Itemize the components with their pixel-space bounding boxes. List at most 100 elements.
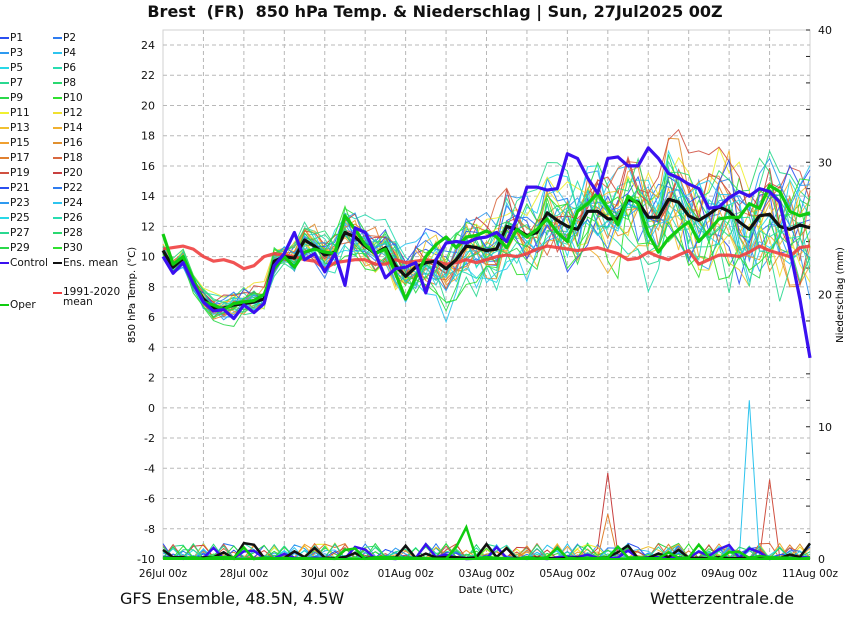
legend-swatch — [0, 202, 9, 204]
y-tick-label: 16 — [141, 160, 155, 173]
legend-label: P6 — [63, 62, 77, 74]
legend-swatch — [53, 157, 62, 159]
footer-site: Wetterzentrale.de — [650, 589, 795, 608]
legend-label: P15 — [10, 137, 30, 149]
legend-item: P24 — [53, 197, 83, 209]
legend-item: P23 — [0, 197, 30, 209]
legend-swatch — [0, 172, 9, 174]
legend-swatch — [0, 37, 9, 39]
legend-swatch — [53, 247, 62, 249]
precipitation-series — [162, 400, 812, 561]
legend-swatch — [0, 187, 9, 189]
legend-item: P27 — [0, 227, 30, 239]
legend-swatch — [53, 142, 62, 144]
legend-item: Ens. mean — [53, 257, 118, 269]
legend-item: P7 — [0, 77, 23, 89]
legend-swatch — [53, 37, 62, 39]
legend-label: P29 — [10, 242, 30, 254]
legend-swatch — [0, 112, 9, 114]
x-tick-label: 03Aug 00z — [458, 568, 515, 580]
legend-label: P30 — [63, 242, 83, 254]
y-tick-label: 24 — [141, 39, 155, 52]
legend-swatch — [53, 232, 62, 234]
legend-label: P21 — [10, 182, 30, 194]
legend-item: P14 — [53, 122, 83, 134]
legend-label: P17 — [10, 152, 30, 164]
legend-item: P28 — [53, 227, 83, 239]
series-line-1991-2020-mean — [162, 244, 811, 271]
legend-swatch — [53, 52, 62, 54]
legend-swatch — [53, 217, 62, 219]
legend-swatch — [0, 127, 9, 129]
legend-item: P6 — [53, 62, 76, 74]
legend-item: P13 — [0, 122, 30, 134]
y-tick-label: -6 — [144, 493, 155, 506]
y-tick-label: 4 — [148, 341, 155, 354]
y-right-tick-label: 0 — [818, 553, 825, 566]
chart-title: Brest (FR) 850 hPa Temp. & Niederschlag … — [147, 2, 723, 21]
y-tick-label: 20 — [141, 99, 155, 112]
legend-label: P19 — [10, 167, 30, 179]
legend-label: P1 — [10, 32, 24, 44]
x-tick-label: 28Jul 00z — [220, 568, 269, 580]
legend-swatch — [0, 247, 9, 249]
y-right-tick-label: 10 — [818, 421, 832, 434]
x-tick-label: 05Aug 00z — [539, 568, 596, 580]
legend-item: P12 — [53, 107, 83, 119]
legend-swatch — [53, 172, 62, 174]
legend-swatch — [53, 292, 62, 294]
legend-label: P27 — [10, 227, 30, 239]
y-tick-label: 10 — [141, 251, 155, 264]
legend-label: P4 — [63, 47, 77, 59]
legend-label: P23 — [10, 197, 30, 209]
legend-item: P21 — [0, 182, 30, 194]
legend-item-climatology: 1991-2020 mean — [53, 287, 120, 307]
legend-label: P20 — [63, 167, 83, 179]
y-axis-label: 850 hPa Temp. (°C) — [127, 247, 138, 343]
legend-swatch — [0, 67, 9, 69]
legend-label: P3 — [10, 47, 24, 59]
legend-label: P9 — [10, 92, 24, 104]
legend-swatch — [0, 304, 9, 306]
legend-item: P10 — [53, 92, 83, 104]
x-axis-label: Date (UTC) — [459, 585, 514, 596]
legend-swatch — [53, 202, 62, 204]
legend-item-oper: Oper — [0, 299, 36, 311]
legend-swatch — [53, 127, 62, 129]
legend-item: P22 — [53, 182, 83, 194]
legend-label: P13 — [10, 122, 30, 134]
y-tick-label: 8 — [148, 281, 155, 294]
y-tick-label: -8 — [144, 523, 155, 536]
x-tick-label: 01Aug 00z — [378, 568, 435, 580]
legend-label: P12 — [63, 107, 83, 119]
legend-label: P28 — [63, 227, 83, 239]
legend-label: P14 — [63, 122, 83, 134]
legend-item: P26 — [53, 212, 83, 224]
legend-label: P11 — [10, 107, 30, 119]
ensemble-line-p30 — [162, 178, 811, 319]
legend-swatch — [53, 262, 62, 264]
legend-label: P7 — [10, 77, 24, 89]
legend-label: P16 — [63, 137, 83, 149]
legend-label: P18 — [63, 152, 83, 164]
legend-item: P2 — [53, 32, 76, 44]
legend-label: 1991-2020 mean — [63, 286, 121, 308]
legend-item: P17 — [0, 152, 30, 164]
ensemble-line-p12 — [162, 171, 811, 310]
legend-label: P10 — [63, 92, 83, 104]
legend-label: P22 — [63, 182, 83, 194]
y-axis-right-label: Niederschlag (mm) — [835, 247, 846, 343]
x-tick-label: 09Aug 00z — [701, 568, 758, 580]
legend-label: P2 — [63, 32, 77, 44]
y-right-tick-label: 30 — [818, 156, 832, 169]
legend-item: P19 — [0, 167, 30, 179]
y-tick-label: 22 — [141, 69, 155, 82]
legend-swatch — [0, 217, 9, 219]
legend-label: P26 — [63, 212, 83, 224]
legend-swatch — [0, 82, 9, 84]
y-tick-label: 18 — [141, 130, 155, 143]
legend-swatch — [53, 112, 62, 114]
x-tick-label: 11Aug 00z — [782, 568, 839, 580]
series-line-control — [161, 146, 812, 359]
main-series — [161, 146, 812, 359]
